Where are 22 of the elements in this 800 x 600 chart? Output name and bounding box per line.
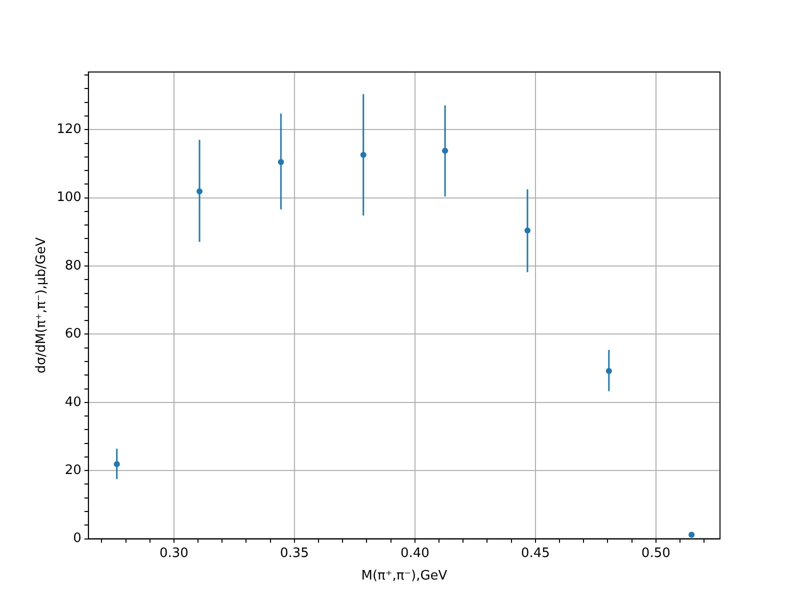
point: [278, 159, 284, 166]
y-axis-title: dσ/dM(π⁺,π⁻),μb/GeV: [34, 237, 50, 374]
x-axis-title: M(π⁺,π⁻),GeV: [361, 568, 448, 584]
y-tick-label: 80: [64, 258, 82, 274]
x-tick-label: 0.30: [159, 546, 188, 561]
x-tick-label: 0.40: [400, 546, 430, 561]
point: [688, 532, 695, 538]
point: [114, 461, 120, 468]
y-tick-label: 100: [56, 190, 82, 206]
y-tick-label: 20: [64, 462, 82, 478]
x-tick-label: 0.35: [280, 546, 309, 561]
x-tick-label: 0.45: [520, 546, 550, 561]
point: [196, 188, 202, 194]
point: [442, 148, 448, 154]
point: [606, 368, 612, 374]
y-tick-label: 60: [64, 326, 82, 342]
y-tick-label: 120: [56, 122, 82, 137]
x-tick-label: 0.50: [641, 546, 670, 561]
y-tick-label: 0: [73, 531, 82, 546]
point: [360, 152, 366, 158]
y-tick-label: 40: [64, 394, 82, 410]
point: [524, 228, 530, 234]
